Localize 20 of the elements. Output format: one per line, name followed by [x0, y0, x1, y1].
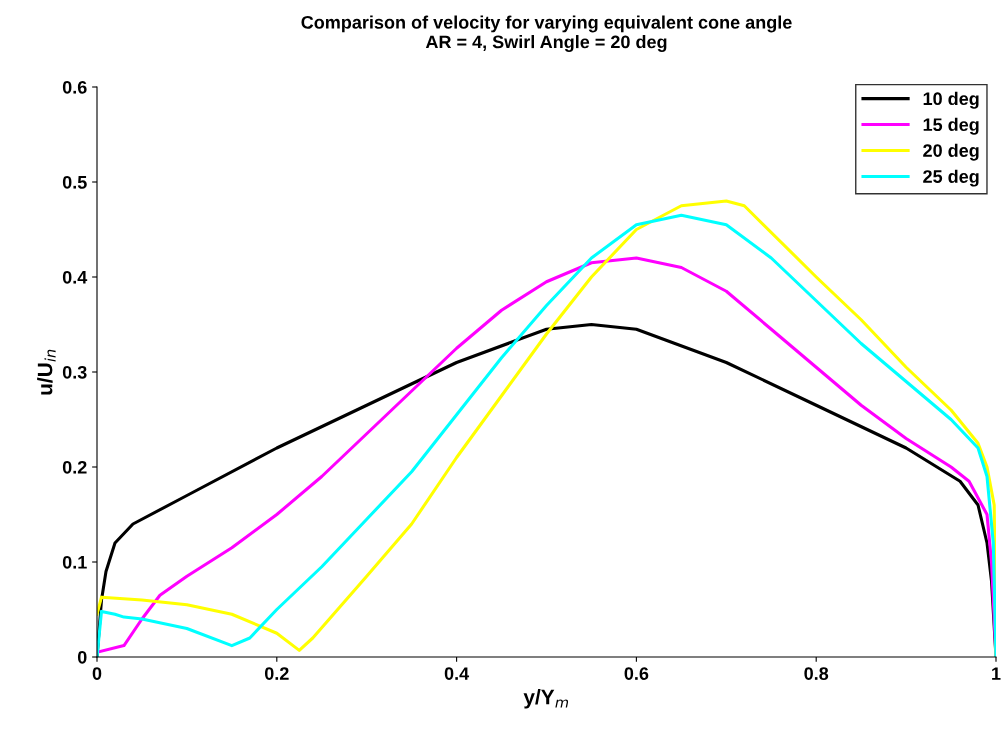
x-tick-label: 0.8: [804, 667, 829, 680]
x-tick-label: 1: [992, 667, 1001, 680]
y-tick-label: 0: [77, 650, 87, 664]
chart-title: Comparison of velocity for varying equivalent cone angle AR = 4, Swirl Angle = 20 deg: [301, 15, 792, 52]
y-tick-label: 0.6: [62, 80, 87, 94]
legend-label: 20 deg: [923, 143, 979, 161]
y-tick-label: 0.4: [62, 270, 88, 284]
y-tick-label: 0.3: [62, 365, 87, 379]
x-tick-label: 0.6: [624, 667, 649, 680]
y-axis-title: u/U$_{in}$: [37, 349, 56, 395]
legend-label: 10 deg: [923, 91, 979, 109]
legend-label: 25 deg: [923, 169, 979, 187]
x-axis-title: y/Y$_{m}$: [523, 689, 569, 709]
x-tick-label: 0.2: [264, 667, 289, 680]
x-tick-label: 0.4: [444, 667, 470, 680]
legend-label: 15 deg: [923, 117, 979, 135]
y-tick-label: 0.1: [62, 555, 87, 569]
y-tick-label: 0.5: [62, 175, 87, 189]
y-tick-label: 0.2: [62, 460, 87, 474]
x-tick-label: 0: [92, 667, 102, 680]
